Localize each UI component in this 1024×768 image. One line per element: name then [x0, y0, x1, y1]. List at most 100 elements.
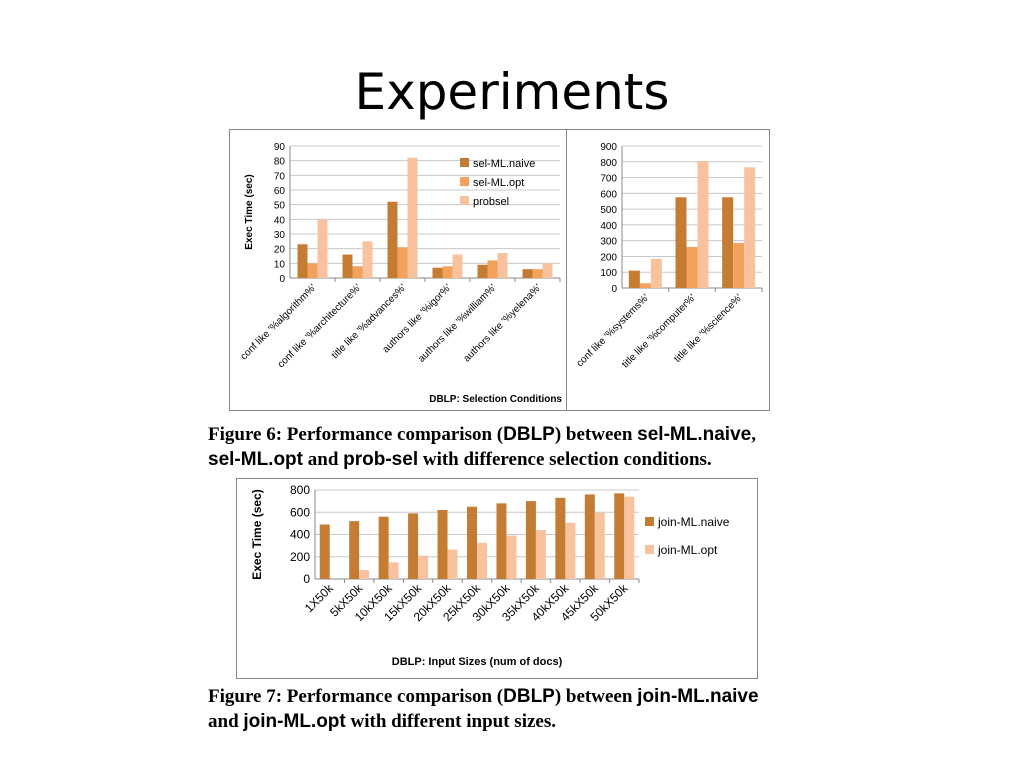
bar-probsel: [407, 157, 418, 278]
bar-sel-ml-naive: [628, 270, 640, 288]
bar-sel-ml-naive: [477, 264, 488, 278]
bar-sel-ml-opt: [686, 246, 698, 288]
bar-sel-ml-opt: [532, 269, 543, 278]
legend-label: join-ML.naive: [657, 515, 730, 529]
caption-term: join-ML.opt: [243, 711, 346, 732]
figure-6-caption: Figure 6: Performance comparison (DBLP) …: [208, 422, 808, 472]
figure-7-caption: Figure 7: Performance comparison (DBLP) …: [208, 684, 808, 734]
bar-join-ml-naive: [437, 510, 448, 579]
y-axis-label: Exec Time (sec): [244, 174, 255, 249]
caption-text: with different input sizes.: [345, 711, 556, 732]
bar-join-ml-naive: [319, 524, 330, 579]
y-tick-label: 500: [600, 205, 617, 216]
y-tick-label: 200: [290, 550, 310, 564]
bar-sel-ml-naive: [432, 267, 443, 278]
bar-sel-ml-opt: [397, 247, 408, 278]
y-tick-label: 50: [274, 201, 286, 212]
x-axis-label: DBLP: Input Sizes (num of docs): [392, 656, 563, 668]
bar-join-ml-opt: [506, 535, 517, 579]
x-category-label: authors like '%william%': [416, 282, 498, 364]
y-tick-label: 700: [600, 174, 617, 185]
y-tick-label: 60: [274, 186, 286, 197]
bar-join-ml-opt: [477, 542, 487, 579]
y-tick-label: 0: [611, 284, 617, 295]
bar-probsel: [744, 167, 756, 288]
legend-swatch: [645, 517, 654, 526]
bar-probsel: [497, 253, 508, 278]
caption-text: with difference selection conditions.: [418, 449, 712, 470]
y-tick-label: 100: [600, 268, 617, 279]
bar-sel-ml-opt: [352, 266, 363, 278]
caption-term: sel-ML.opt: [208, 449, 303, 470]
legend-label: join-ML.opt: [657, 543, 718, 557]
y-tick-label: 200: [600, 252, 617, 263]
y-tick-label: 300: [600, 237, 617, 248]
bar-sel-ml-opt: [442, 266, 453, 278]
chart-input-sizes-svg: 02004006008001X50k5kX50k10kX50k15kX50k20…: [250, 483, 730, 668]
y-tick-label: 80: [274, 157, 286, 168]
caption-text: Figure 6: Performance comparison (: [208, 424, 504, 445]
y-tick-label: 10: [274, 259, 286, 270]
bar-sel-ml-naive: [387, 201, 398, 278]
y-tick-label: 40: [274, 215, 286, 226]
bar-sel-ml-opt: [733, 243, 745, 288]
bar-join-ml-naive: [584, 494, 595, 579]
x-category-label: conf like '%architecture%': [276, 282, 364, 370]
y-tick-label: 70: [274, 171, 286, 182]
y-tick-label: 30: [274, 230, 286, 241]
caption-term: DBLP: [503, 686, 555, 707]
y-tick-label: 800: [600, 158, 617, 169]
y-tick-label: 800: [290, 483, 310, 497]
bar-join-ml-naive: [496, 503, 507, 579]
x-category-label: authors like '%yelena%': [462, 282, 544, 364]
bar-join-ml-opt: [447, 549, 458, 579]
legend-label: sel-ML.opt: [473, 177, 524, 189]
caption-text: Figure 7: Performance comparison (: [208, 686, 504, 707]
legend-swatch: [645, 545, 654, 554]
legend-swatch: [460, 158, 469, 167]
y-tick-label: 0: [279, 274, 285, 285]
caption-text: ) between: [554, 424, 638, 445]
caption-term: sel-ML.naive: [637, 424, 752, 445]
y-tick-label: 400: [290, 528, 310, 542]
y-axis-label: Exec Time (sec): [250, 489, 264, 580]
bar-probsel: [362, 241, 373, 278]
caption-term: DBLP: [503, 424, 555, 445]
legend-label: probsel: [473, 196, 509, 208]
bar-join-ml-opt: [359, 570, 370, 579]
y-tick-label: 90: [274, 142, 286, 153]
caption-term: prob-sel: [343, 449, 419, 470]
caption-text: and: [303, 449, 344, 470]
x-category-label: title like '%advances%': [330, 282, 409, 361]
bar-sel-ml-naive: [722, 197, 734, 288]
bar-join-ml-naive: [378, 516, 389, 579]
caption-text: ,: [751, 424, 756, 445]
y-tick-label: 600: [600, 189, 617, 200]
caption-term: join-ML.naive: [637, 686, 759, 707]
caption-text: ) between: [554, 686, 638, 707]
bar-probsel: [697, 160, 709, 288]
chart-selection-right-panel: 0 100 200 300 400 500 600 700 800 900 conf like '%…: [566, 129, 770, 411]
bar-sel-ml-naive: [675, 197, 687, 288]
bar-join-ml-naive: [349, 521, 360, 579]
x-axis-label: DBLP: Selection Conditions: [429, 394, 562, 405]
x-category-label: conf like '%algorithm%': [239, 282, 319, 362]
bar-join-ml-opt: [565, 522, 576, 579]
bar-sel-ml-opt: [639, 283, 651, 288]
y-tick-label: 20: [274, 245, 286, 256]
legend-label: sel-ML.naive: [473, 158, 535, 170]
bar-join-ml-opt: [594, 512, 605, 579]
bar-sel-ml-naive: [297, 244, 308, 278]
bar-sel-ml-opt: [307, 263, 318, 278]
bar-probsel: [542, 263, 553, 278]
y-tick-label: 900: [600, 142, 617, 153]
y-tick-label: 400: [600, 221, 617, 232]
bar-join-ml-opt: [535, 530, 546, 579]
bar-join-ml-opt: [624, 496, 635, 579]
bar-join-ml-naive: [525, 501, 536, 579]
bar-join-ml-naive: [614, 493, 625, 579]
legend-swatch: [460, 177, 469, 186]
chart-input-sizes-panel: 0 200 400 600 800 1X50k 5kX50k 10kX50k 15kX50k 20…: [236, 478, 758, 679]
legend-swatch: [460, 196, 469, 205]
